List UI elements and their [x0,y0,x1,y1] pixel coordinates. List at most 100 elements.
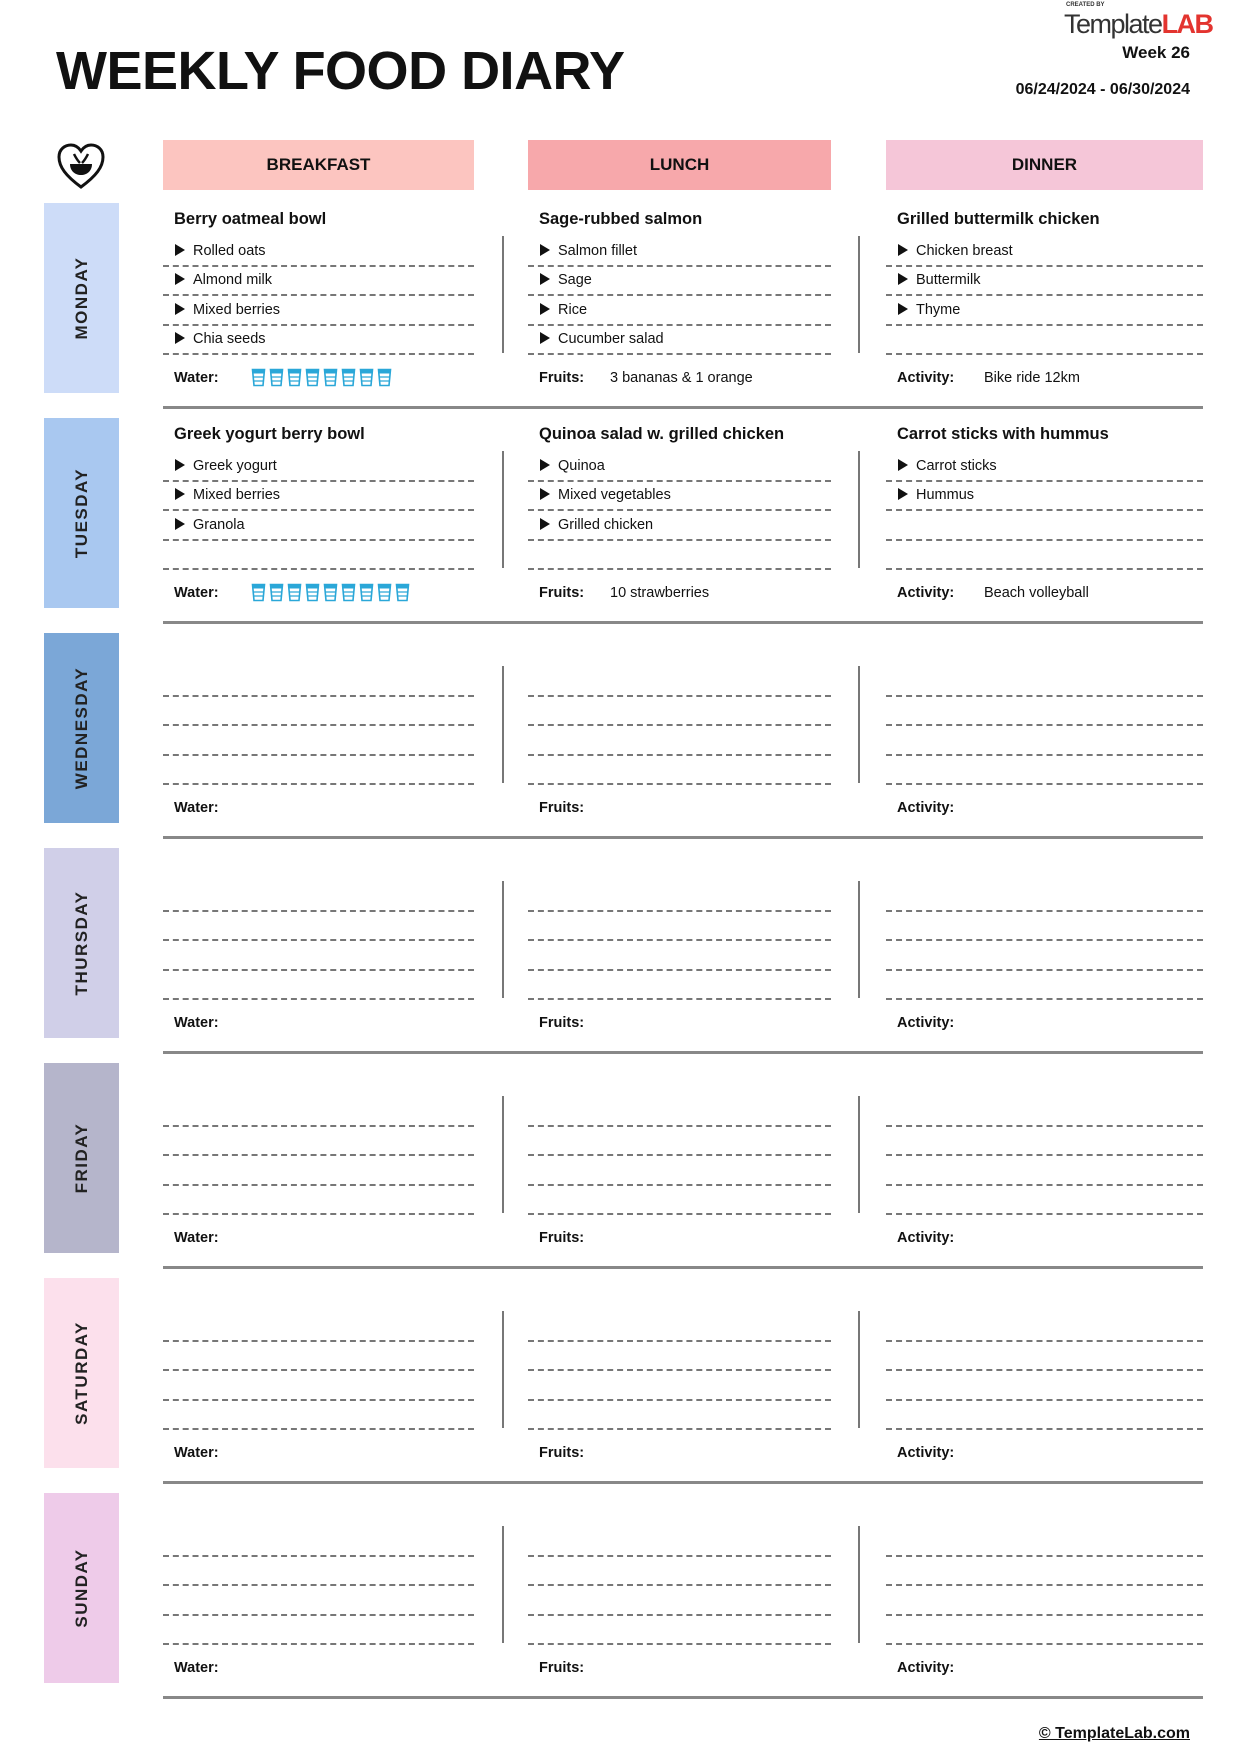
entry-line[interactable] [163,724,474,726]
footer-link[interactable]: © TemplateLab.com [1038,1725,1190,1742]
entry-line[interactable] [886,324,1203,326]
entry-line[interactable] [528,480,831,482]
entry-line[interactable] [528,1428,831,1430]
entry-line[interactable] [886,969,1203,971]
entry-line[interactable] [886,724,1203,726]
entry-line[interactable] [163,1555,474,1557]
entry-line[interactable] [886,1399,1203,1401]
entry-line[interactable] [886,1555,1203,1557]
entry-line[interactable] [886,1154,1203,1156]
entry-line[interactable] [528,1184,831,1186]
water-glass-icon[interactable] [251,583,266,607]
entry-line[interactable] [886,754,1203,756]
water-glass-icon[interactable] [305,368,320,392]
entry-line[interactable] [163,754,474,756]
entry-line[interactable] [528,1584,831,1586]
entry-line[interactable] [528,1555,831,1557]
entry-line[interactable] [163,509,474,511]
entry-line[interactable] [886,1213,1203,1215]
entry-line[interactable] [163,324,474,326]
entry-line[interactable] [163,1213,474,1215]
entry-line[interactable] [528,1213,831,1215]
entry-line[interactable] [528,998,831,1000]
entry-line[interactable] [163,1614,474,1616]
entry-line[interactable] [886,480,1203,482]
entry-line[interactable] [528,969,831,971]
water-glass-icon[interactable] [341,583,356,607]
entry-line[interactable] [163,1125,474,1127]
entry-line[interactable] [528,1399,831,1401]
water-glass-icon[interactable] [341,368,356,392]
entry-line[interactable] [528,294,831,296]
entry-line[interactable] [886,265,1203,267]
entry-line[interactable] [528,695,831,697]
entry-line[interactable] [886,1584,1203,1586]
entry-line[interactable] [886,294,1203,296]
entry-line[interactable] [886,1428,1203,1430]
entry-line[interactable] [886,1184,1203,1186]
entry-line[interactable] [163,480,474,482]
entry-line[interactable] [886,539,1203,541]
water-glass-icon[interactable] [323,583,338,607]
activity-value[interactable]: Beach volleyball [984,585,1089,601]
entry-line[interactable] [528,724,831,726]
entry-line[interactable] [163,1184,474,1186]
water-glass-icon[interactable] [269,368,284,392]
entry-line[interactable] [163,1154,474,1156]
entry-line[interactable] [886,1643,1203,1645]
activity-value[interactable]: Bike ride 12km [984,370,1080,386]
entry-line[interactable] [163,294,474,296]
entry-line[interactable] [528,509,831,511]
entry-line[interactable] [163,695,474,697]
entry-line[interactable] [528,353,831,355]
entry-line[interactable] [163,353,474,355]
entry-line[interactable] [528,1154,831,1156]
entry-line[interactable] [163,568,474,570]
water-glass-icon[interactable] [305,583,320,607]
entry-line[interactable] [163,1428,474,1430]
entry-line[interactable] [528,1643,831,1645]
entry-line[interactable] [163,1369,474,1371]
entry-line[interactable] [528,1369,831,1371]
entry-line[interactable] [886,1614,1203,1616]
entry-line[interactable] [886,783,1203,785]
entry-line[interactable] [528,1614,831,1616]
entry-line[interactable] [886,998,1203,1000]
entry-line[interactable] [886,1369,1203,1371]
entry-line[interactable] [886,939,1203,941]
entry-line[interactable] [886,695,1203,697]
entry-line[interactable] [886,1340,1203,1342]
entry-line[interactable] [163,910,474,912]
entry-line[interactable] [163,969,474,971]
water-glass-icon[interactable] [251,368,266,392]
entry-line[interactable] [163,265,474,267]
entry-line[interactable] [528,265,831,267]
water-glass-icon[interactable] [359,583,374,607]
water-glass-icon[interactable] [377,583,392,607]
entry-line[interactable] [163,539,474,541]
water-glass-icon[interactable] [359,368,374,392]
entry-line[interactable] [886,910,1203,912]
water-glass-icon[interactable] [395,583,410,607]
entry-line[interactable] [528,1125,831,1127]
water-glass-icon[interactable] [287,368,302,392]
entry-line[interactable] [528,939,831,941]
entry-line[interactable] [886,568,1203,570]
entry-line[interactable] [163,1643,474,1645]
entry-line[interactable] [528,539,831,541]
entry-line[interactable] [528,1340,831,1342]
entry-line[interactable] [886,509,1203,511]
water-glass-icon[interactable] [287,583,302,607]
water-glass-icon[interactable] [323,368,338,392]
water-glass-icon[interactable] [269,583,284,607]
fruits-value[interactable]: 3 bananas & 1 orange [610,370,753,386]
entry-line[interactable] [528,783,831,785]
entry-line[interactable] [163,1399,474,1401]
entry-line[interactable] [528,910,831,912]
entry-line[interactable] [163,998,474,1000]
fruits-value[interactable]: 10 strawberries [610,585,710,601]
entry-line[interactable] [528,568,831,570]
entry-line[interactable] [886,1125,1203,1127]
entry-line[interactable] [528,754,831,756]
water-glass-icon[interactable] [377,368,392,392]
